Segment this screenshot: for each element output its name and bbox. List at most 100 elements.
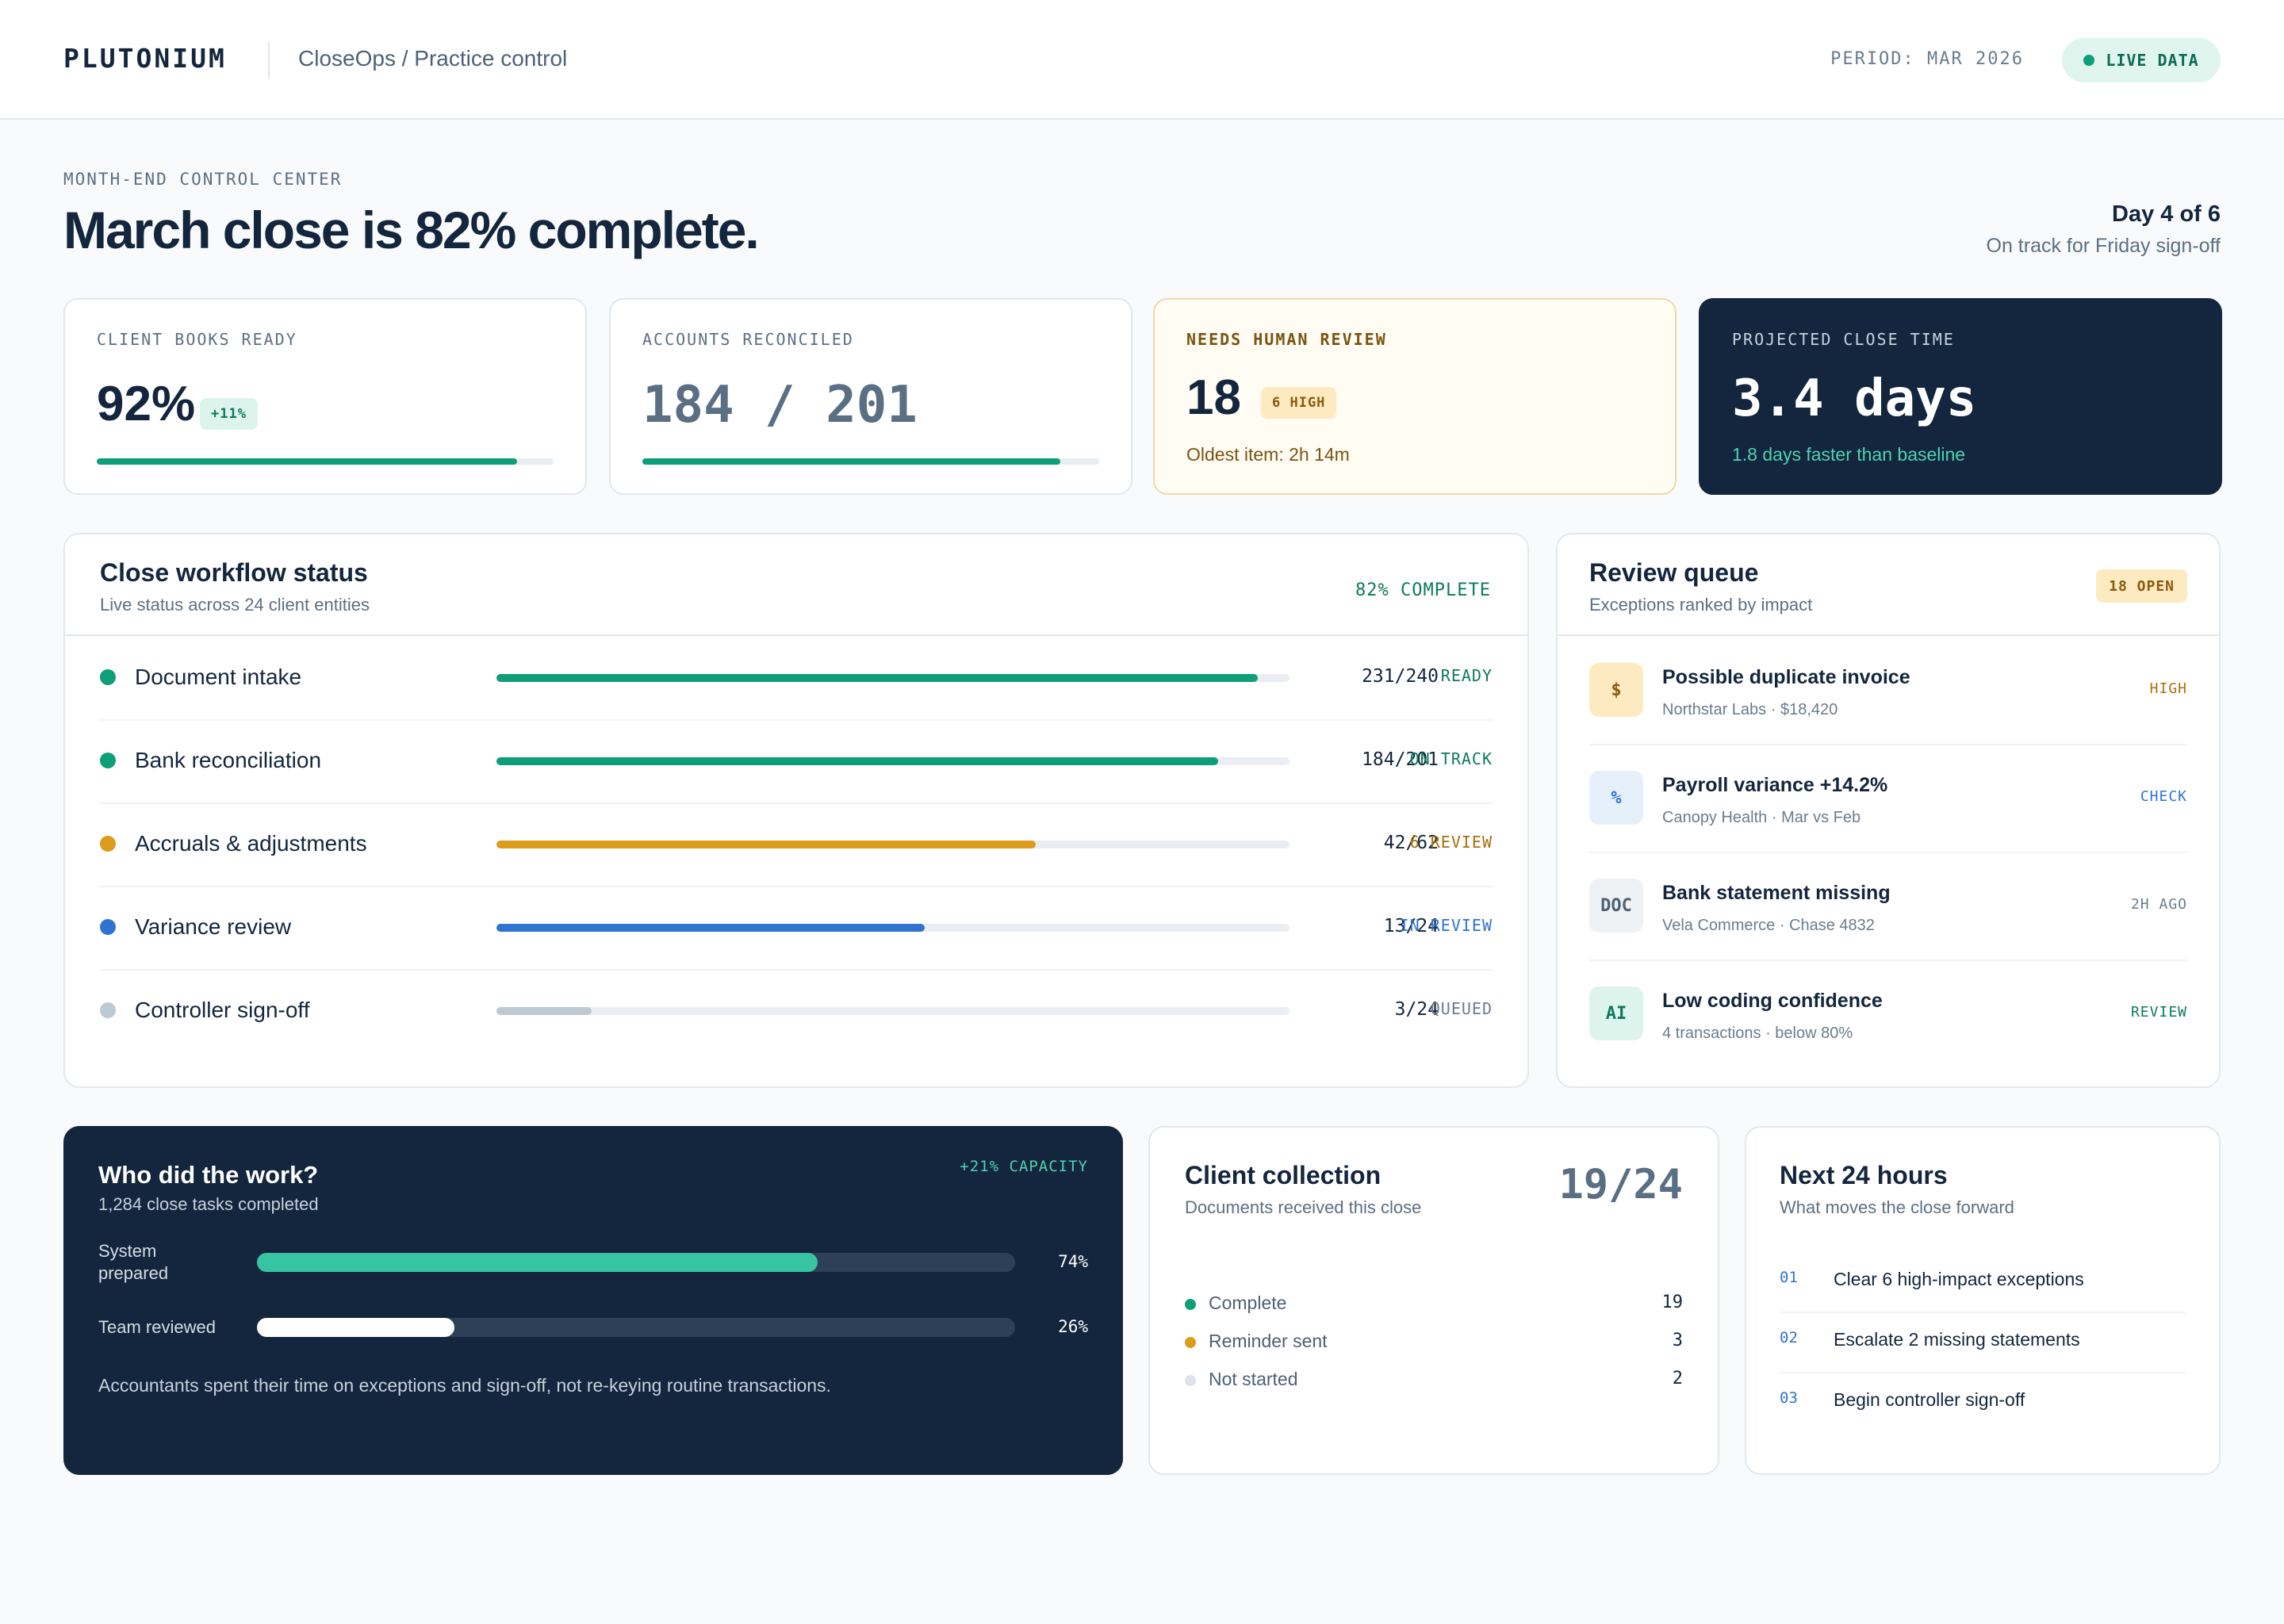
capacity-tag: +21% CAPACITY bbox=[960, 1158, 1088, 1175]
next-step-item[interactable]: 01 Clear 6 high-impact exceptions bbox=[1780, 1251, 2186, 1312]
kpi-accounts-reconciled[interactable]: ACCOUNTS RECONCILED 184 / 201 bbox=[609, 298, 1132, 495]
workflow-step-name: Document intake bbox=[135, 665, 302, 689]
collection-row: Reminder sent 3 bbox=[1185, 1324, 1683, 1362]
next-step-item[interactable]: 02 Escalate 2 missing statements bbox=[1780, 1312, 2186, 1372]
review-queue-item[interactable]: AI Low coding confidence 4 transactions · … bbox=[1589, 959, 2187, 1067]
step-text: Escalate 2 missing statements bbox=[1834, 1329, 2080, 1350]
workflow-complete-tag: 82% COMPLETE bbox=[1355, 580, 1491, 600]
workflow-progress-bar bbox=[496, 674, 1290, 682]
live-data-label: LIVE DATA bbox=[2106, 51, 2199, 70]
item-title: Low coding confidence bbox=[1662, 990, 1883, 1012]
item-title: Possible duplicate invoice bbox=[1662, 666, 1910, 688]
collection-label: Complete bbox=[1209, 1293, 1287, 1313]
next-24-hours-panel: Next 24 hours What moves the close forwa… bbox=[1745, 1126, 2221, 1475]
workflow-panel: Close workflow status Live status across… bbox=[63, 533, 1529, 1088]
kpi-client-books-ready[interactable]: CLIENT BOOKS READY 92% +11% bbox=[63, 298, 587, 495]
work-row-label: System prepared bbox=[98, 1241, 169, 1283]
collection-label: Reminder sent bbox=[1209, 1331, 1328, 1351]
row-divider bbox=[1780, 1312, 2186, 1313]
brand-logo[interactable]: PLUTONIUM bbox=[63, 43, 227, 74]
page-eyebrow: MONTH-END CONTROL CENTER bbox=[63, 170, 343, 189]
step-number: 01 bbox=[1780, 1269, 1798, 1286]
step-text: Begin controller sign-off bbox=[1834, 1389, 2025, 1410]
workflow-step-name: Accruals & adjustments bbox=[135, 831, 367, 856]
kpi-progress-bar bbox=[642, 458, 1099, 465]
item-tag: CHECK bbox=[2140, 788, 2187, 805]
ai-icon: AI bbox=[1589, 986, 1643, 1040]
work-progress-fill bbox=[257, 1253, 818, 1272]
kpi-projected-close-time[interactable]: PROJECTED CLOSE TIME 3.4 days 1.8 days f… bbox=[1699, 298, 2222, 495]
kpi-progress-bar bbox=[97, 458, 554, 465]
workflow-row[interactable]: Controller sign-off 3/24 QUEUED bbox=[100, 969, 1493, 1051]
workflow-row[interactable]: Accruals & adjustments 42/62 6 REVIEW bbox=[100, 802, 1493, 885]
workflow-progress-bar bbox=[496, 841, 1290, 848]
status-dot-icon bbox=[1185, 1299, 1196, 1310]
collection-count: 2 bbox=[1672, 1369, 1683, 1388]
who-did-the-work-panel: Who did the work? 1,284 close tasks comp… bbox=[63, 1126, 1123, 1475]
breadcrumb[interactable]: CloseOps / Practice control bbox=[298, 46, 568, 71]
kpi-value: 18 bbox=[1186, 370, 1241, 425]
work-percentage: 26% bbox=[1058, 1317, 1088, 1336]
workflow-step-name: Variance review bbox=[135, 914, 292, 939]
period-label[interactable]: PERIOD: MAR 2026 bbox=[1830, 49, 2024, 69]
high-priority-badge: 6 HIGH bbox=[1261, 387, 1337, 419]
status-dot-icon bbox=[100, 1002, 116, 1018]
workflow-status: 6 REVIEW bbox=[1409, 833, 1493, 852]
panel-title: Next 24 hours bbox=[1780, 1161, 1948, 1189]
workflow-status: ON TRACK bbox=[1409, 749, 1493, 768]
collection-row: Not started 2 bbox=[1185, 1362, 1683, 1400]
row-divider bbox=[100, 886, 1493, 887]
open-count-badge: 18 OPEN bbox=[2096, 569, 2187, 603]
collection-count: 3 bbox=[1672, 1331, 1683, 1350]
step-number: 03 bbox=[1780, 1389, 1798, 1407]
row-divider bbox=[1589, 959, 2187, 961]
item-title: Bank statement missing bbox=[1662, 882, 1891, 904]
percent-icon: % bbox=[1589, 771, 1643, 825]
step-text: Clear 6 high-impact exceptions bbox=[1834, 1269, 2084, 1289]
collection-count: 19 bbox=[1661, 1293, 1684, 1312]
work-progress-fill bbox=[257, 1318, 454, 1337]
work-footnote: Accountants spent their time on exceptio… bbox=[98, 1375, 831, 1396]
kpi-delta-badge: +11% bbox=[200, 398, 258, 430]
review-queue-item[interactable]: $ Possible duplicate invoice Northstar Lab… bbox=[1589, 636, 2187, 744]
review-queue-item[interactable]: DOC Bank statement missing Vela Commerce ·… bbox=[1589, 852, 2187, 959]
workflow-step-name: Bank reconciliation bbox=[135, 748, 322, 772]
live-data-badge: LIVE DATA bbox=[2062, 38, 2221, 82]
item-title: Payroll variance +14.2% bbox=[1662, 774, 1888, 796]
workflow-row[interactable]: Document intake 231/240 READY bbox=[100, 636, 1493, 718]
kpi-needs-human-review[interactable]: NEEDS HUMAN REVIEW 18 6 HIGH Oldest item… bbox=[1153, 298, 1677, 495]
kpi-label: PROJECTED CLOSE TIME bbox=[1732, 330, 1955, 349]
workflow-progress-fill bbox=[496, 674, 1258, 682]
workflow-progress-bar bbox=[496, 924, 1290, 932]
kpi-value: 92% bbox=[97, 377, 196, 431]
workflow-status: IN REVIEW bbox=[1399, 916, 1493, 935]
item-subtitle: Canopy Health · Mar vs Feb bbox=[1662, 809, 1861, 826]
day-counter-subtitle: On track for Friday sign-off bbox=[1986, 235, 2221, 257]
item-tag: 2H AGO bbox=[2130, 896, 2187, 913]
row-divider bbox=[100, 802, 1493, 804]
workflow-status: READY bbox=[1440, 666, 1493, 685]
panel-title: Client collection bbox=[1185, 1161, 1382, 1189]
row-divider bbox=[1780, 1372, 2186, 1373]
review-queue-item[interactable]: % Payroll variance +14.2% Canopy Health · … bbox=[1589, 744, 2187, 852]
workflow-row[interactable]: Variance review 13/24 IN REVIEW bbox=[100, 886, 1493, 968]
dollar-icon: $ bbox=[1589, 663, 1643, 717]
next-step-item[interactable]: 03 Begin controller sign-off bbox=[1780, 1372, 2186, 1432]
item-tag: HIGH bbox=[2149, 680, 2187, 697]
kpi-progress-fill bbox=[97, 458, 517, 465]
workflow-row[interactable]: Bank reconciliation 184/201 ON TRACK bbox=[100, 719, 1493, 802]
panel-subtitle: 1,284 close tasks completed bbox=[98, 1194, 319, 1214]
status-dot-icon bbox=[100, 669, 116, 685]
item-subtitle: Vela Commerce · Chase 4832 bbox=[1662, 917, 1875, 934]
review-queue-panel: Review queue Exceptions ranked by impact… bbox=[1556, 533, 2221, 1088]
status-dot-icon bbox=[100, 753, 116, 768]
row-divider bbox=[1589, 852, 2187, 853]
workflow-progress-bar bbox=[496, 757, 1290, 765]
row-divider bbox=[100, 969, 1493, 971]
kpi-label: NEEDS HUMAN REVIEW bbox=[1186, 330, 1387, 349]
collection-row: Complete 19 bbox=[1185, 1286, 1683, 1324]
kpi-note: Oldest item: 2h 14m bbox=[1186, 444, 1350, 465]
item-tag: REVIEW bbox=[2130, 1004, 2187, 1021]
workflow-progress-fill bbox=[496, 841, 1036, 848]
item-subtitle: Northstar Labs · $18,420 bbox=[1662, 701, 1838, 718]
